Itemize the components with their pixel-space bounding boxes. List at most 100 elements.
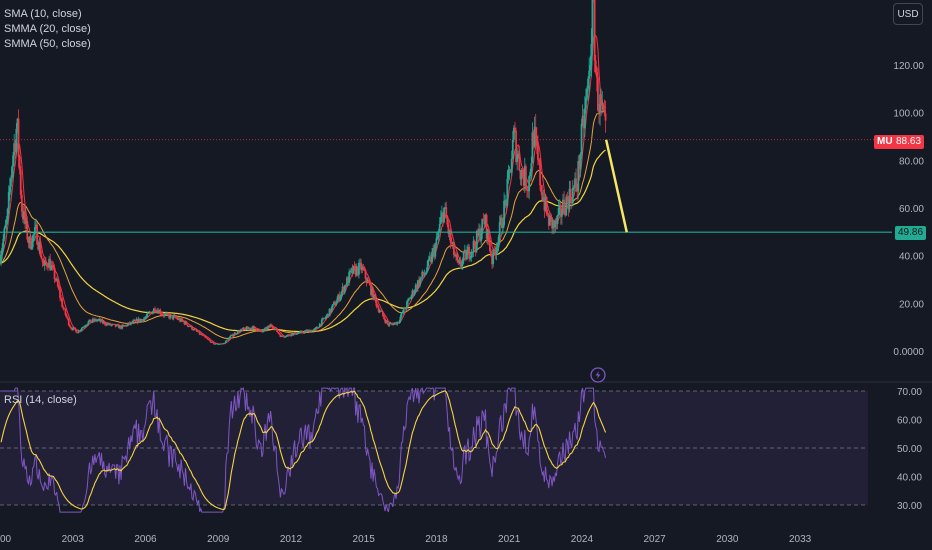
candle-body <box>305 330 308 332</box>
candle-body <box>324 317 327 319</box>
price-tick-label: 100.00 <box>893 109 924 120</box>
candle-body <box>288 334 291 336</box>
candle-body <box>172 315 175 319</box>
candle-body <box>427 259 430 261</box>
candle-body <box>161 314 164 316</box>
candle-body <box>214 343 216 345</box>
price-axis: 120.00 100.00 80.00 60.00 40.00 20.00 0.0000 <box>893 61 924 358</box>
candle-body <box>0 254 2 264</box>
candle-body <box>499 217 502 223</box>
candle-body <box>493 249 496 252</box>
candle-body <box>245 326 248 330</box>
candle-body <box>347 277 349 284</box>
candle-body <box>157 310 160 314</box>
smma-20-legend[interactable]: SMMA (20, close) <box>4 23 91 35</box>
candle-body <box>510 158 513 173</box>
candle-body <box>106 323 108 326</box>
candle-body <box>257 329 260 332</box>
candle-body <box>150 312 153 314</box>
rsi-tick-label: 30.00 <box>897 501 922 512</box>
candle-body <box>149 312 152 314</box>
candle-body <box>199 333 202 335</box>
candle-body <box>553 220 556 228</box>
candle-body <box>502 225 504 228</box>
candle-body <box>18 156 21 171</box>
candle-body <box>53 267 56 280</box>
rsi-line <box>1 386 606 513</box>
candle-body <box>115 324 118 327</box>
candle-body <box>463 250 466 252</box>
rsi-tick-label: 60.00 <box>897 416 922 427</box>
candle-body <box>374 294 377 300</box>
candle-body <box>145 316 148 318</box>
candle-body <box>497 236 500 247</box>
candle-body <box>436 236 439 239</box>
price-tick-label: 0.0000 <box>893 347 924 358</box>
rsi-legend[interactable]: RSI (14, close) <box>4 394 77 406</box>
candle-body <box>362 266 365 270</box>
candle-body <box>546 213 549 216</box>
candle-body <box>253 326 256 327</box>
candle-body <box>566 196 569 200</box>
candle-body <box>178 318 180 320</box>
candle-body <box>10 178 12 187</box>
currency-button[interactable]: USD <box>893 3 923 25</box>
candle-body <box>70 327 72 329</box>
candle-body <box>232 334 235 336</box>
candle-body <box>278 333 281 335</box>
candle-body <box>241 328 244 330</box>
candle-body <box>131 322 133 323</box>
sma-legend[interactable]: SMA (10, close) <box>4 8 82 20</box>
candle-body <box>142 319 144 321</box>
candle-body <box>88 319 91 322</box>
candle-body <box>198 331 201 335</box>
candle-body <box>3 228 6 239</box>
candle-body <box>603 109 606 114</box>
candle-body <box>520 169 523 180</box>
candle-body <box>191 326 193 330</box>
candle-body <box>300 331 303 332</box>
candle-body <box>431 251 433 263</box>
candle-body <box>536 145 539 160</box>
candle-body <box>446 218 449 225</box>
candle-body <box>308 329 311 333</box>
candle-body <box>22 211 24 220</box>
candle-body <box>224 340 227 343</box>
candle-body <box>555 220 558 224</box>
candle-body <box>421 271 424 278</box>
candle-body <box>49 258 52 271</box>
candle-body <box>299 331 301 333</box>
candle-body <box>340 291 343 297</box>
time-tick-label: 2012 <box>280 534 303 545</box>
candle-body <box>485 214 488 239</box>
candle-body <box>394 322 396 324</box>
candle-body <box>386 320 389 324</box>
candle-body <box>320 319 323 326</box>
candle-body <box>518 153 521 171</box>
candle-body <box>277 332 280 334</box>
candle-body <box>372 288 375 300</box>
smma-50-legend[interactable]: SMMA (50, close) <box>4 38 91 50</box>
candle-body <box>210 341 213 343</box>
candle-body <box>112 324 115 325</box>
candle-body <box>310 330 312 333</box>
flash-icon[interactable] <box>590 367 606 383</box>
candle-body <box>368 283 371 286</box>
candle-body <box>287 334 289 336</box>
candle-body <box>558 205 561 209</box>
candle-body <box>563 199 565 212</box>
price-tick-label: 80.00 <box>899 156 924 167</box>
candle-body <box>411 290 414 296</box>
candle-body <box>37 244 40 250</box>
candle-body <box>159 310 162 314</box>
candle-body <box>575 178 577 189</box>
candle-body <box>578 161 581 170</box>
candle-body <box>348 272 351 284</box>
candle-body <box>92 319 95 322</box>
candle-body <box>594 60 597 73</box>
candle-body <box>78 330 81 332</box>
candle-body <box>414 285 417 292</box>
candle-body <box>6 208 9 220</box>
candle-body <box>572 186 575 188</box>
